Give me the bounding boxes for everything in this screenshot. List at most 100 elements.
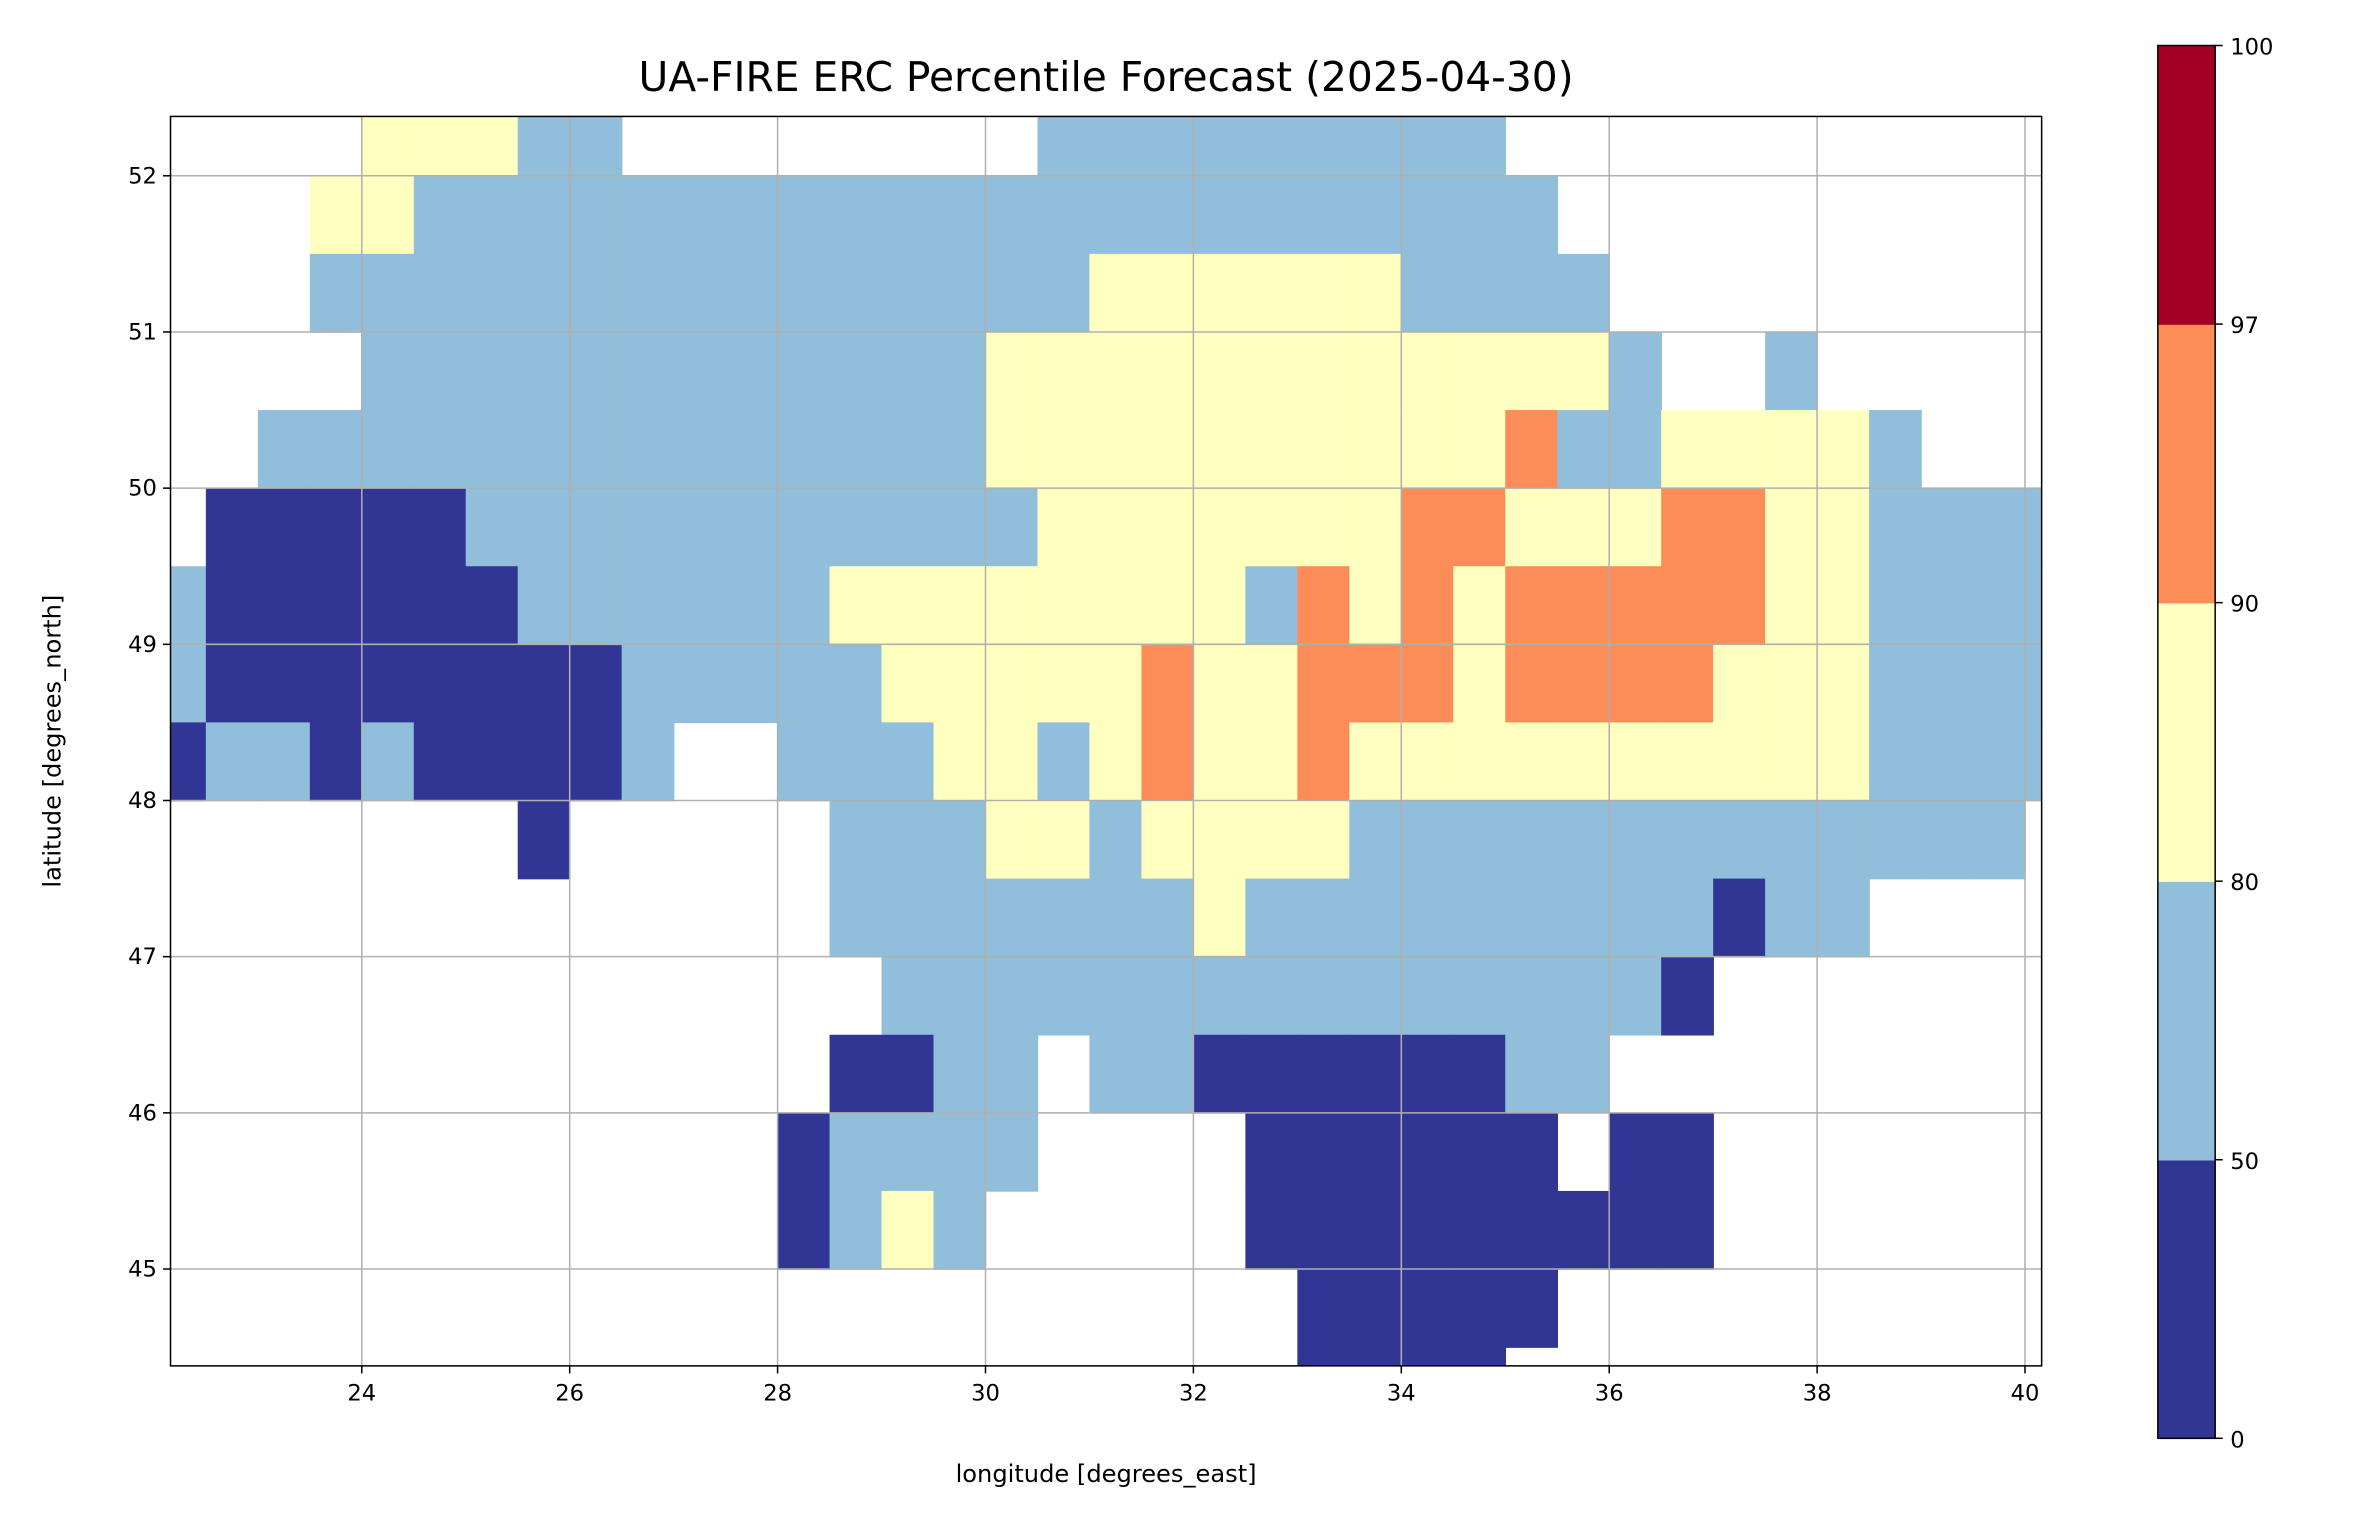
grid-cell [1505,956,1558,1036]
grid-cell [1141,253,1195,333]
grid-cell [1245,644,1299,724]
grid-cell [413,566,467,646]
grid-cell [413,175,467,255]
y-tick-label: 47 [128,944,157,970]
grid-cell [1713,644,1766,724]
grid-cell [829,253,883,333]
grid-cell [1141,331,1195,411]
grid-cell [725,488,779,567]
grid-cell [361,331,415,411]
x-tick-label: 28 [763,1381,792,1407]
grid-cell [1609,878,1662,958]
grid-cell [881,175,935,255]
grid-cell [413,488,467,567]
grid-cell [1557,1190,1610,1270]
grid-cell [1505,1269,1558,1348]
grid-cell [1141,488,1195,567]
grid-cell [1141,410,1195,489]
y-tick-label: 45 [128,1257,157,1283]
y-tick-label: 50 [128,476,157,502]
grid-cell [1089,116,1143,177]
y-tick-label: 51 [128,320,157,346]
grid-cell [1453,1269,1507,1348]
grid-cell [1921,644,1974,724]
grid-cell [1141,722,1195,802]
grid-cell [1349,878,1403,958]
grid-cell [517,175,571,255]
grid-cell [1089,878,1143,958]
grid-cell [621,410,675,489]
grid-cell [1505,644,1558,724]
grid-cell [1401,1034,1455,1114]
grid-cell [881,488,935,567]
grid-cell [1713,566,1766,646]
grid-cell [829,1034,883,1114]
grid-cell [985,488,1039,567]
grid-cell [1817,644,1870,724]
grid-cell [985,1034,1039,1114]
grid-cell [2025,566,2042,646]
grid-cell [1349,410,1403,489]
grid-cell [1245,175,1299,255]
grid-cell [465,644,519,724]
colorbar-tick-label: 97 [2230,313,2259,339]
grid-cell [465,175,519,255]
grid-cell [1557,488,1610,567]
grid-cell [1349,488,1403,567]
grid-cell [1297,410,1351,489]
grid-cell [1089,331,1143,411]
grid-cell [2025,722,2042,802]
grid-cell [1297,800,1351,880]
grid-cell [1609,410,1662,489]
grid-cell [1245,410,1299,489]
grid-cell [1193,253,1247,333]
grid-cell [1193,488,1247,567]
grid-cell [1817,800,1870,880]
grid-cell [361,722,415,802]
x-tick-label: 36 [1595,1381,1624,1407]
grid-cell [569,253,623,333]
grid-cell [1453,566,1507,646]
grid-cell [725,644,779,724]
grid-cell [881,1112,935,1192]
grid-cell [1453,722,1507,802]
grid-cell [1765,331,1818,411]
grid-cell [829,800,883,880]
grid-cell [1505,878,1558,958]
y-tick-label: 52 [128,163,157,189]
grid-cell [465,331,519,411]
grid-cell [517,253,571,333]
grid-cell [725,253,779,333]
grid-cell [1245,1112,1299,1192]
grid-cell [1453,410,1507,489]
grid-cell [1609,722,1662,802]
colorbar-frame [2157,44,2216,1440]
grid-cell [465,566,519,646]
grid-cell [413,410,467,489]
grid-cell [1453,800,1507,880]
grid-cell [1089,175,1143,255]
grid-cell [1557,253,1610,333]
grid-cell [933,331,987,411]
grid-cell [1349,331,1403,411]
grid-cell [569,331,623,411]
grid-cell [569,722,623,802]
grid-cell [1713,878,1766,958]
grid-cell [1193,566,1247,646]
grid-cell [1141,644,1195,724]
grid-cell [1869,644,1922,724]
plot-area [169,115,2043,1367]
grid-cell [1193,175,1247,255]
raster-cells [170,116,2042,1366]
grid-cell [1297,488,1351,567]
x-tick-label: 30 [971,1381,1000,1407]
grid-cell [1245,116,1299,177]
grid-cell [569,410,623,489]
grid-cell [1141,800,1195,880]
grid-cell [1713,410,1766,489]
grid-cell [361,175,415,255]
grid-cell [881,410,935,489]
grid-cell [1193,722,1247,802]
grid-cell [1869,410,1922,489]
